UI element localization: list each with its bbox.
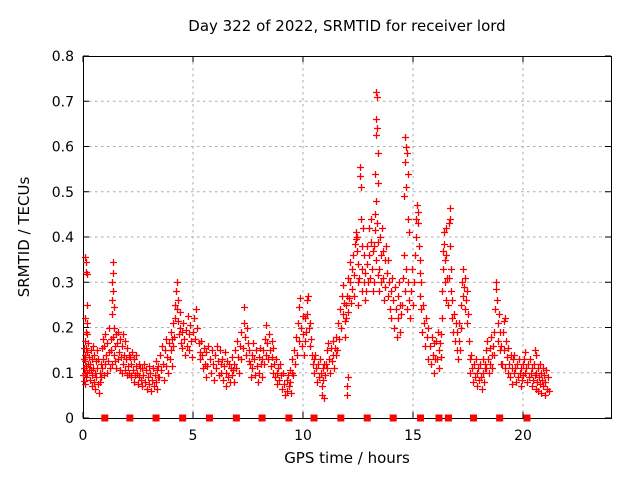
y-tick-label: 0.4 [52, 230, 74, 246]
chart-title: Day 322 of 2022, SRMTID for receiver lor… [188, 17, 506, 35]
x-tick-labels: 0 5 10 15 20 [79, 428, 532, 444]
y-tick-label: 0.1 [52, 366, 74, 382]
x-tick-label: 10 [294, 428, 312, 444]
event-markers [101, 414, 531, 422]
y-tick-label: 0.8 [52, 49, 74, 65]
y-tick-label: 0.3 [52, 275, 74, 291]
y-tick-label: 0.5 [52, 185, 74, 201]
x-tick-label: 20 [514, 428, 532, 444]
x-tick-label: 0 [79, 428, 88, 444]
grid-lines [83, 56, 611, 418]
x-tick-label: 5 [189, 428, 198, 444]
y-tick-labels: 0 0.1 0.2 0.3 0.4 0.5 0.6 0.7 0.8 [52, 49, 74, 427]
y-tick-label: 0.6 [52, 140, 74, 156]
y-tick-label: 0.7 [52, 94, 74, 110]
x-axis-label: GPS time / hours [284, 449, 410, 467]
x-tick-label: 15 [404, 428, 422, 444]
y-tick-label: 0.2 [52, 321, 74, 337]
scatter-points [80, 89, 553, 402]
y-tick-label: 0 [65, 411, 74, 427]
axes [82, 55, 612, 419]
